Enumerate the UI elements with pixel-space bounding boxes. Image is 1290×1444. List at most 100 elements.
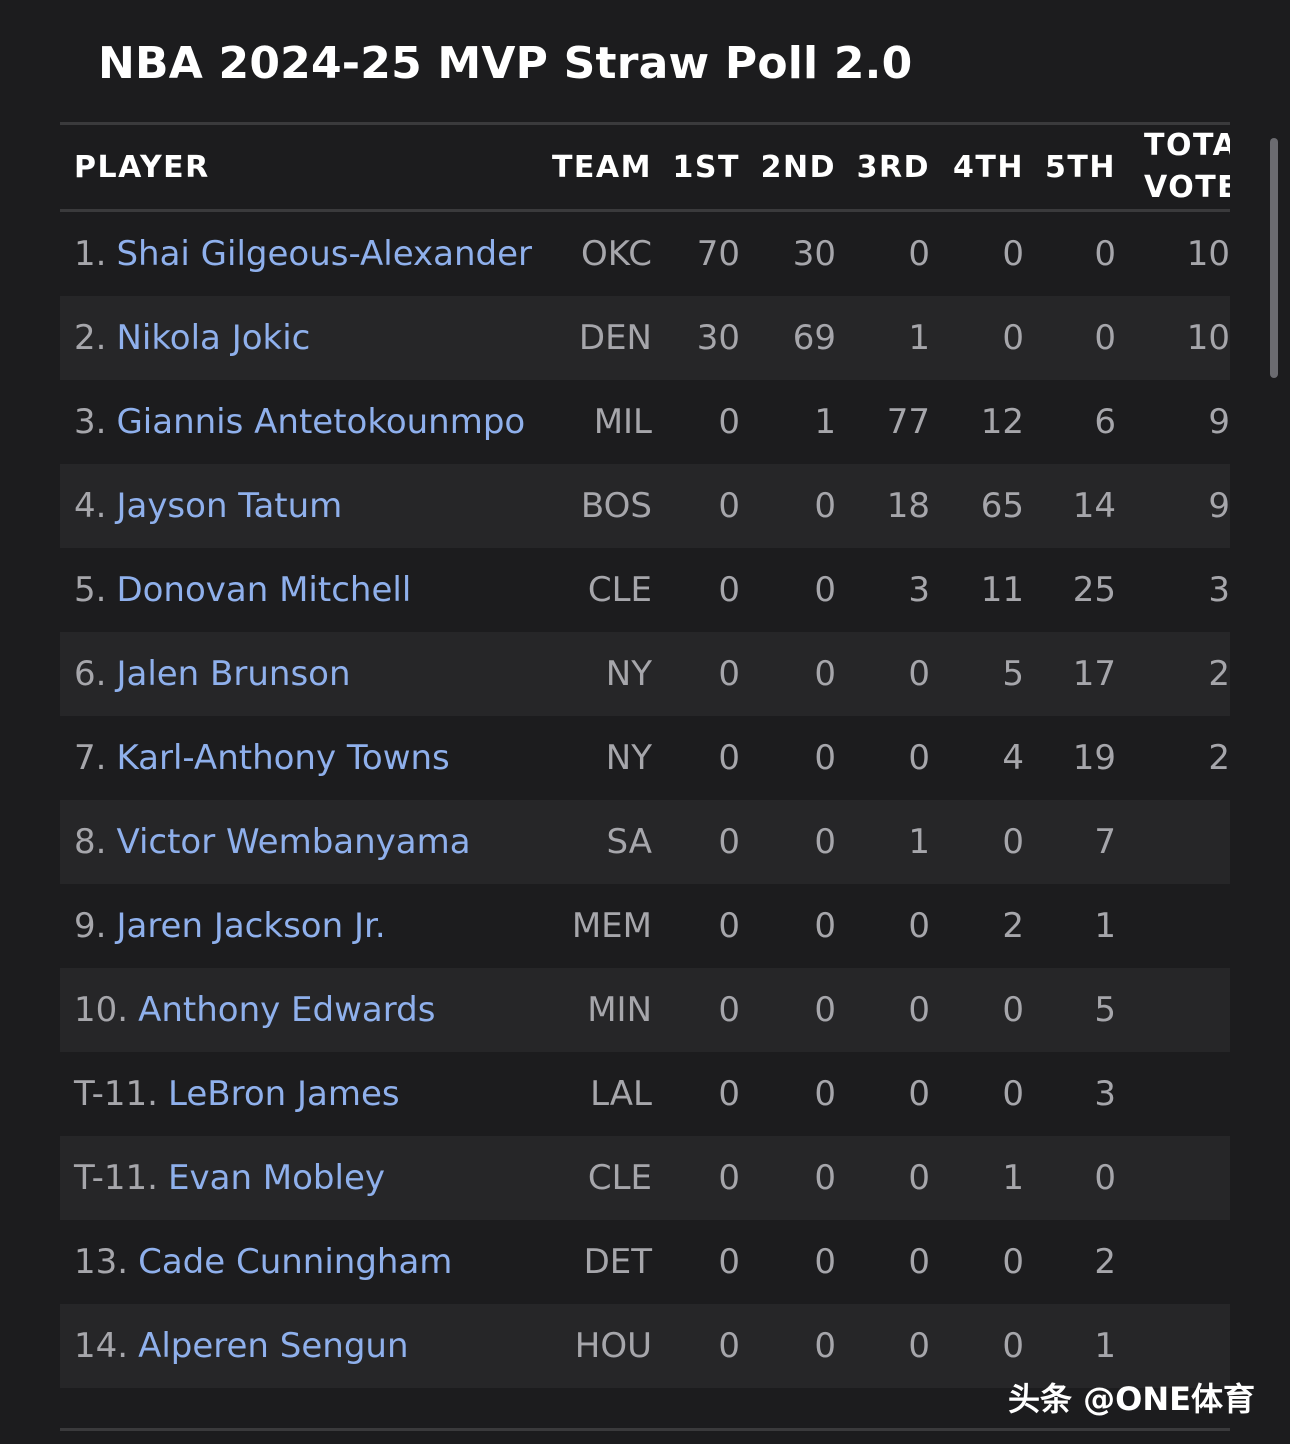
player-name-link[interactable]: Nikola Jokic (116, 318, 311, 358)
total-votes-cell (1144, 1052, 1230, 1136)
team-cell: MEM (571, 906, 652, 946)
player-cell: 14. Alperen Sengun (74, 1304, 554, 1388)
first-place-votes-cell: 0 (718, 1074, 740, 1114)
table-row: 14. Alperen Sengun HOU 0 0 0 0 1 (60, 1304, 1230, 1388)
player-rank: 2. (74, 318, 107, 358)
third-place-votes-cell: 1 (908, 318, 930, 358)
header-total-votes[interactable]: TOTA VOTE (1144, 125, 1230, 209)
total-votes-cell: 9 (1208, 486, 1230, 526)
player-name-link[interactable]: Victor Wembanyama (116, 822, 471, 862)
player-name-link[interactable]: Giannis Antetokounmpo (116, 402, 526, 442)
team-cell: CLE (587, 570, 652, 610)
table-row: 13. Cade Cunningham DET 0 0 0 0 2 (60, 1220, 1230, 1304)
fifth-place-votes-cell: 2 (1094, 1242, 1116, 1282)
table-row: 2. Nikola Jokic DEN 30 69 1 0 0 10 (60, 296, 1230, 380)
header-5th[interactable]: 5TH (1045, 149, 1116, 185)
table-row: 5. Donovan Mitchell CLE 0 0 3 11 25 3 (60, 548, 1230, 632)
player-cell: 1. Shai Gilgeous-Alexander (74, 212, 554, 296)
player-cell: 4. Jayson Tatum (74, 464, 554, 548)
player-rank: 5. (74, 570, 107, 610)
table-bottom-divider (60, 1428, 1230, 1431)
fifth-place-votes-cell: 14 (1072, 486, 1116, 526)
second-place-votes-cell: 30 (792, 234, 836, 274)
third-place-votes-cell: 0 (908, 990, 930, 1030)
total-votes-cell (1144, 968, 1230, 1052)
fourth-place-votes-cell: 0 (1002, 822, 1024, 862)
third-place-votes-cell: 0 (908, 654, 930, 694)
player-rank: 3. (74, 402, 107, 442)
header-team[interactable]: TEAM (551, 149, 652, 185)
team-cell: LAL (590, 1074, 652, 1114)
first-place-votes-cell: 30 (696, 318, 740, 358)
fourth-place-votes-cell: 0 (1002, 990, 1024, 1030)
first-place-votes-cell: 0 (718, 486, 740, 526)
fourth-place-votes-cell: 11 (980, 570, 1024, 610)
player-cell: 9. Jaren Jackson Jr. (74, 884, 554, 968)
third-place-votes-cell: 0 (908, 234, 930, 274)
player-name-link[interactable]: LeBron James (168, 1074, 400, 1114)
player-name-link[interactable]: Jalen Brunson (116, 654, 351, 694)
fourth-place-votes-cell: 1 (1002, 1158, 1024, 1198)
fifth-place-votes-cell: 6 (1094, 402, 1116, 442)
team-cell: BOS (580, 486, 652, 526)
header-total-line1: TOTA (1144, 128, 1230, 163)
second-place-votes-cell: 0 (814, 990, 836, 1030)
watermark: 头条 @ONE体育 (1008, 1380, 1255, 1418)
player-name-link[interactable]: Jaren Jackson Jr. (116, 906, 386, 946)
third-place-votes-cell: 1 (908, 822, 930, 862)
header-2nd[interactable]: 2ND (760, 149, 836, 185)
total-votes-cell: 10 (1186, 234, 1230, 274)
fourth-place-votes-cell: 12 (980, 402, 1024, 442)
vertical-scrollbar[interactable] (1270, 138, 1278, 378)
fifth-place-votes-cell: 19 (1072, 738, 1116, 778)
fifth-place-votes-cell: 0 (1094, 318, 1116, 358)
player-name-link[interactable]: Anthony Edwards (138, 990, 436, 1030)
player-rank: 4. (74, 486, 107, 526)
third-place-votes-cell: 0 (908, 1074, 930, 1114)
total-votes-cell (1144, 800, 1230, 884)
fourth-place-votes-cell: 0 (1002, 318, 1024, 358)
fourth-place-votes-cell: 2 (1002, 906, 1024, 946)
player-cell: 10. Anthony Edwards (74, 968, 554, 1052)
header-3rd[interactable]: 3RD (856, 149, 930, 185)
player-name-link[interactable]: Alperen Sengun (138, 1326, 409, 1366)
table-header-row: PLAYER TEAM 1ST 2ND 3RD 4TH 5TH TOTA VOT… (60, 125, 1230, 212)
fifth-place-votes-cell: 0 (1094, 234, 1116, 274)
first-place-votes-cell: 70 (696, 234, 740, 274)
first-place-votes-cell: 0 (718, 738, 740, 778)
first-place-votes-cell: 0 (718, 402, 740, 442)
table-row: 8. Victor Wembanyama SA 0 0 1 0 7 (60, 800, 1230, 884)
table-row: 6. Jalen Brunson NY 0 0 0 5 17 2 (60, 632, 1230, 716)
header-1st[interactable]: 1ST (672, 149, 740, 185)
player-cell: 6. Jalen Brunson (74, 632, 554, 716)
player-cell: T-11. LeBron James (74, 1052, 554, 1136)
fifth-place-votes-cell: 1 (1094, 1326, 1116, 1366)
total-votes-cell: 9 (1208, 402, 1230, 442)
second-place-votes-cell: 69 (792, 318, 836, 358)
header-player[interactable]: PLAYER (74, 149, 210, 185)
third-place-votes-cell: 0 (908, 738, 930, 778)
player-cell: 7. Karl-Anthony Towns (74, 716, 554, 800)
table-row: 7. Karl-Anthony Towns NY 0 0 0 4 19 2 (60, 716, 1230, 800)
header-4th[interactable]: 4TH (953, 149, 1024, 185)
fourth-place-votes-cell: 0 (1002, 1326, 1024, 1366)
fourth-place-votes-cell: 0 (1002, 1242, 1024, 1282)
player-name-link[interactable]: Cade Cunningham (138, 1242, 453, 1282)
team-cell: NY (605, 738, 652, 778)
third-place-votes-cell: 18 (886, 486, 930, 526)
second-place-votes-cell: 0 (814, 906, 836, 946)
table-row: 9. Jaren Jackson Jr. MEM 0 0 0 2 1 (60, 884, 1230, 968)
player-name-link[interactable]: Jayson Tatum (116, 486, 343, 526)
first-place-votes-cell: 0 (718, 1158, 740, 1198)
team-cell: MIL (593, 402, 652, 442)
player-name-link[interactable]: Karl-Anthony Towns (116, 738, 450, 778)
player-name-link[interactable]: Donovan Mitchell (116, 570, 412, 610)
fourth-place-votes-cell: 5 (1002, 654, 1024, 694)
player-name-link[interactable]: Shai Gilgeous-Alexander (116, 234, 533, 274)
player-cell: 2. Nikola Jokic (74, 296, 554, 380)
team-cell: NY (605, 654, 652, 694)
third-place-votes-cell: 0 (908, 1158, 930, 1198)
team-cell: HOU (574, 1326, 652, 1366)
first-place-votes-cell: 0 (718, 570, 740, 610)
player-name-link[interactable]: Evan Mobley (168, 1158, 385, 1198)
